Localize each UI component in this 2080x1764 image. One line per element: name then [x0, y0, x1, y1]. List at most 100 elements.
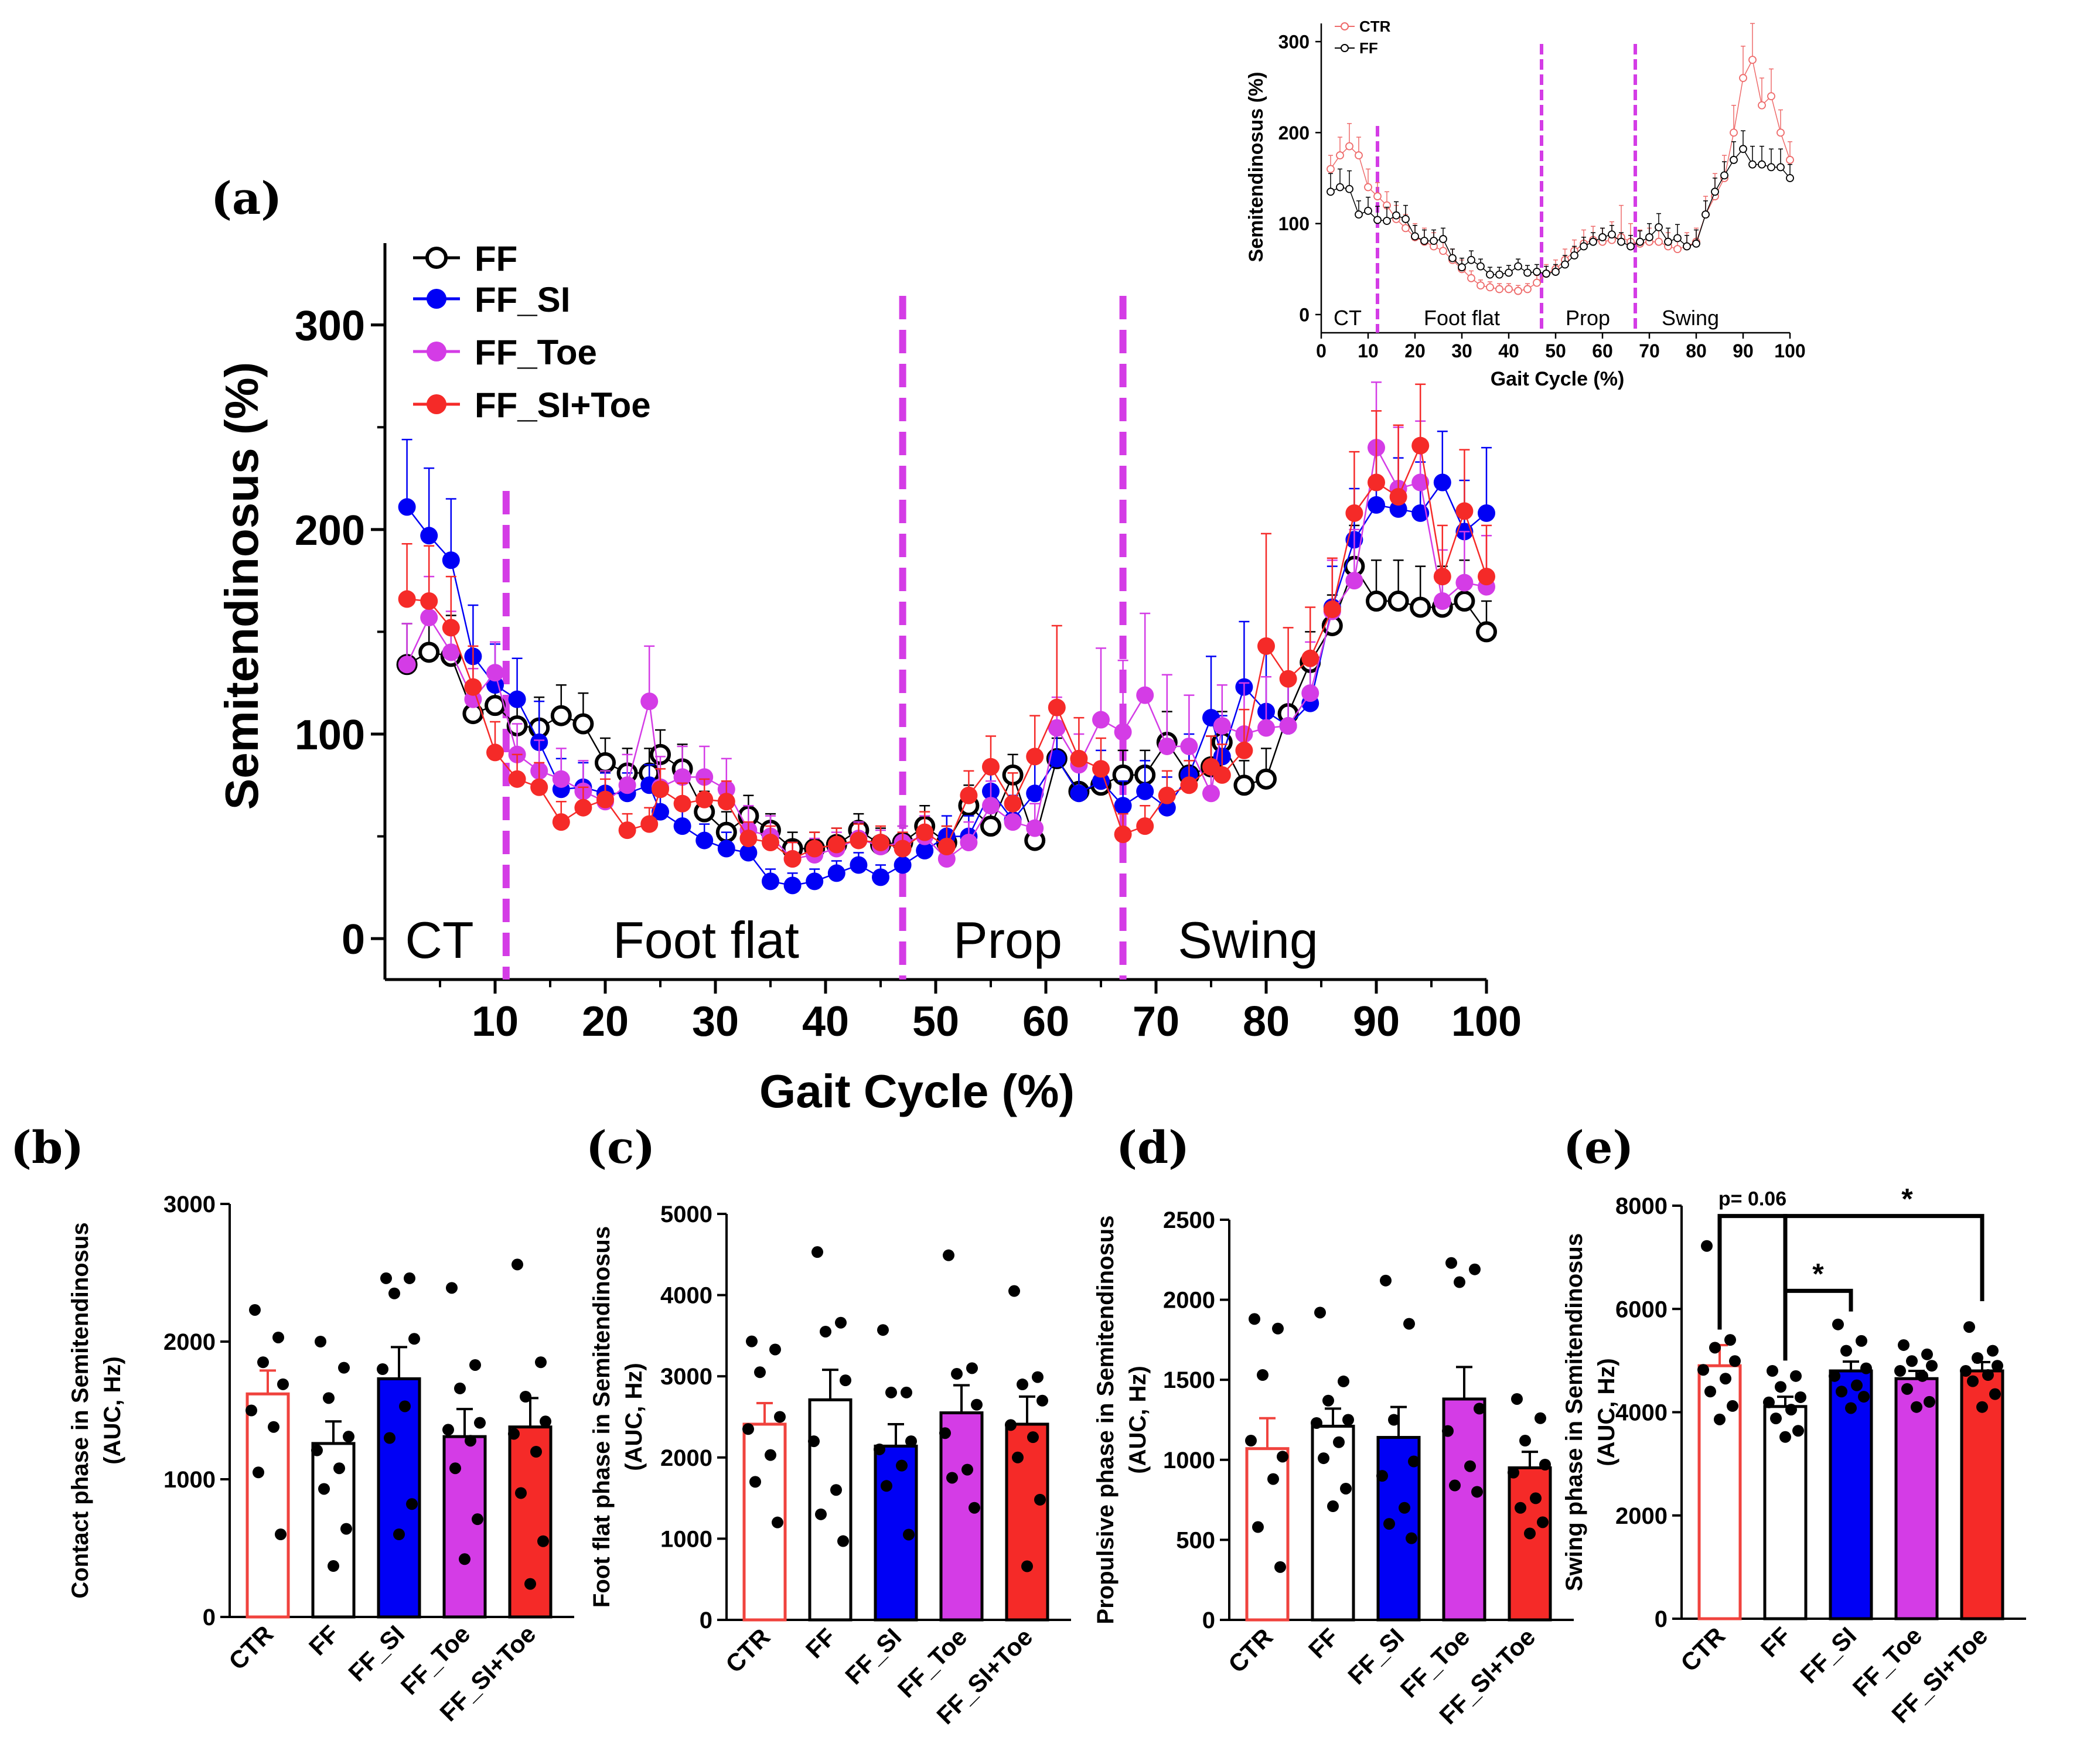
inset-y-tick-label: 100 [1278, 213, 1310, 234]
panel-e-y-tick-label: 8000 [1615, 1193, 1668, 1219]
inset-point-ff [1467, 255, 1475, 264]
panel-d-ylabel: Propulsive phase in Semitendinosus [1093, 1216, 1119, 1625]
panel-d-data-point-ff-si-toe [1539, 1458, 1551, 1470]
panel-a-series-ff [396, 524, 1497, 859]
panel-d-y-tick-label: 2500 [1163, 1207, 1215, 1233]
panel-b-data-point-ff-si-toe [530, 1446, 542, 1458]
panel-e-data-point-ff-toe [1911, 1401, 1922, 1413]
panel-b-data-point-ff-toe [442, 1424, 454, 1436]
inset-legend: CTR FF [1335, 18, 1391, 57]
panel-e-data-point-ff-toe [1917, 1370, 1928, 1382]
inset-point-ff [1570, 251, 1578, 260]
panel-e-bar-ff-toe [1894, 1377, 1939, 1620]
panel-e-data-point-ff-si-toe [1972, 1352, 1983, 1364]
panel-a-point-ff-toe [1136, 686, 1154, 704]
inset-point-ff [1533, 268, 1541, 276]
inset-x-tick-label: 60 [1592, 340, 1613, 361]
panel-b-data-point-ff-toe [454, 1382, 466, 1394]
panel-a-point-ff-toe [960, 834, 978, 852]
panel-a-point-ff [485, 695, 506, 716]
panel-a-x-tick-label: 70 [1133, 998, 1179, 1045]
inset-point-ff [1589, 237, 1597, 246]
panel-a-point-ff-si [442, 551, 460, 569]
panel-a-point-ff-si-toe [806, 840, 824, 858]
inset-point-ff [1627, 242, 1635, 251]
panel-e-data-point-ff-si-toe [1963, 1321, 1975, 1333]
panel-e-data-point-ctr [1720, 1373, 1731, 1385]
legend-label-ff: FF [475, 239, 517, 278]
panel-a-series-ff-si-toe [398, 383, 1495, 868]
panel-b-data-point-ff-toe [465, 1435, 476, 1447]
panel-d-data-point-ff-si-toe [1524, 1527, 1536, 1540]
panel-d-data-point-ctr [1267, 1473, 1279, 1485]
panel-d-data-point-ff-si [1403, 1318, 1415, 1330]
inset-point-ctr [1345, 142, 1353, 151]
panel-e-category-label: CTR [1675, 1622, 1730, 1677]
panel-a-point-ff-si-toe [1279, 670, 1297, 688]
inset-x-tick-label: 50 [1545, 340, 1566, 361]
panel-a-point-ff-si-toe [673, 794, 691, 813]
panel-a-letter: (a) [211, 172, 282, 224]
inset-point-ff [1758, 160, 1766, 169]
panel-a-point-ff-si-toe [739, 830, 758, 848]
panel-b-data-point-ff-si-toe [520, 1391, 531, 1403]
panel-e-bracket-ff-ffsi [1783, 1288, 1853, 1312]
panel-a-point-ff-toe [695, 768, 714, 786]
panel-a-point-ff [1454, 591, 1475, 612]
panel-a-point-ff-si-toe [464, 678, 482, 696]
panel-a-point-ff-si [1433, 473, 1451, 492]
inset-point-ctr [1655, 237, 1663, 246]
panel-d-data-point-ctr [1274, 1561, 1286, 1573]
panel-a-point-ff-toe [1345, 572, 1363, 590]
panel-c-data-point-ff-si-toe [1021, 1560, 1033, 1572]
panel-a-y-tick-label: 0 [342, 916, 365, 963]
panel-e-data-point-ff [1792, 1425, 1804, 1437]
panel-a-point-ff-toe [640, 692, 659, 711]
inset-point-ff [1730, 156, 1738, 164]
panel-a-point-ff [418, 642, 440, 663]
panel-d-data-point-ff-si-toe [1537, 1516, 1549, 1528]
legend-marker-ff-si [427, 289, 446, 309]
panel-a-x-tick-label: 60 [1022, 998, 1069, 1045]
panel-e-data-point-ff-si-toe [1992, 1360, 2003, 1372]
panel-b-data-point-ctr [253, 1466, 264, 1479]
panel-d-y-tick-label: 0 [1202, 1608, 1215, 1633]
panel-b-data-point-ctr [268, 1421, 279, 1433]
panel-e-data-point-ctr [1709, 1342, 1721, 1354]
inset-x-tick-label: 30 [1451, 340, 1472, 361]
panel-d-data-point-ff-si-toe [1515, 1502, 1526, 1514]
panel-a-point-ff-toe [618, 776, 636, 794]
panel-e-data-point-ff-si [1832, 1318, 1844, 1330]
panel-a-point-ff-toe [1411, 473, 1430, 492]
panel-d-data-point-ctr [1277, 1451, 1288, 1463]
inset-x-tick-label: 10 [1358, 340, 1379, 361]
panel-a-point-ff-si-toe [652, 780, 669, 799]
panel-d-data-point-ff [1340, 1482, 1352, 1495]
bar-panels: (b) Contact phase in Semitendinosus (AUC, … [11, 1121, 2026, 1729]
panel-e-data-point-ctr [1727, 1400, 1738, 1412]
inset-point-ctr [1786, 156, 1794, 164]
panel-a-x-tick-label: 40 [802, 998, 849, 1045]
panel-a-point-ff-si-toe [872, 834, 889, 852]
panel-c-data-point-ff-si [885, 1386, 897, 1398]
panel-a-point-ff-toe [398, 656, 416, 674]
panel-b-data-point-ff [340, 1523, 352, 1535]
panel-e-letter: (e) [1563, 1121, 1634, 1173]
panel-b-data-point-ff-si [380, 1272, 392, 1284]
panel-a-point-ff-si-toe [783, 849, 802, 868]
panel-b-data-point-ff-si-toe [512, 1258, 523, 1271]
panel-e-data-point-ff-si [1845, 1402, 1857, 1414]
panel-e-data-point-ff-si [1851, 1379, 1863, 1391]
inset-point-ctr [1523, 285, 1532, 294]
panel-e-y-tick-label: 2000 [1615, 1503, 1668, 1529]
panel-c-data-point-ctr [774, 1411, 786, 1423]
panel-b-data-point-ff-si-toe [540, 1415, 551, 1428]
inset-point-ff [1580, 242, 1588, 251]
inset-point-ff [1561, 260, 1569, 269]
panel-c-data-point-ff-toe [951, 1368, 963, 1380]
panel-c-data-point-ff [830, 1484, 842, 1496]
panel-e-data-point-ff-si-toe [1982, 1369, 1994, 1381]
panel-b-data-point-ff [338, 1362, 350, 1374]
panel-e-data-point-ff-si [1860, 1362, 1872, 1374]
panel-a-point-ff-si [695, 831, 714, 849]
